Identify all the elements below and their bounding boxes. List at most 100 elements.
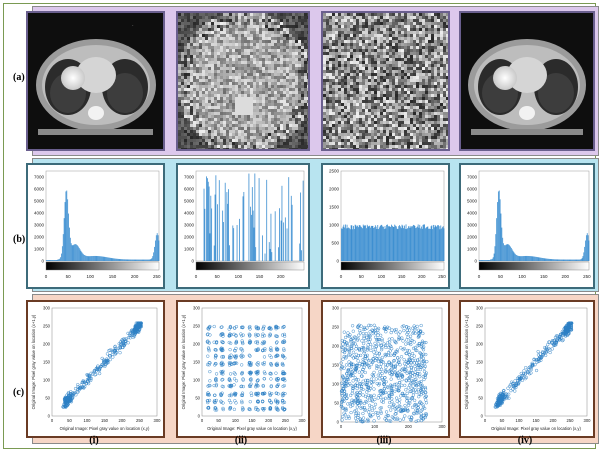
histogram-bar — [530, 256, 531, 261]
histogram-bar — [428, 229, 429, 261]
histogram-bar — [214, 246, 215, 261]
histogram-bar — [356, 227, 357, 261]
y-tick-label: 1000 — [467, 247, 478, 252]
histogram-panel-iii: 0 50 100 150 200 250 0 500 1000 1500 2000 2500 — [321, 163, 450, 289]
histogram-bar — [483, 260, 484, 261]
x-tick-label: 150 — [109, 274, 117, 279]
histogram-bar — [549, 259, 550, 261]
histogram-bar — [565, 260, 566, 261]
y-tick-label: 1500 — [329, 205, 340, 210]
histogram-bar — [251, 215, 252, 261]
histogram-bar — [259, 178, 260, 261]
histogram-bar — [292, 205, 293, 261]
x-tick-label: 200 — [131, 274, 139, 279]
histogram-bar — [522, 256, 523, 261]
histogram-bar — [442, 227, 443, 261]
histogram-bar — [556, 259, 557, 261]
histogram-bar — [52, 260, 53, 261]
histogram-bar — [398, 229, 399, 261]
histogram-bar — [60, 257, 61, 261]
histogram-bar — [513, 251, 514, 261]
histogram-bar — [545, 258, 546, 261]
histogram-bar — [539, 258, 540, 261]
histogram-bar — [49, 260, 50, 261]
histogram-bar — [279, 208, 280, 261]
histogram-bar — [569, 260, 570, 261]
histogram-bar — [546, 259, 547, 261]
histogram-bar — [585, 241, 586, 261]
x-tick-label: 200 — [119, 418, 127, 423]
row-label-c: (c) — [13, 387, 24, 398]
histogram-bar — [254, 173, 255, 261]
histogram-bar — [128, 259, 129, 261]
histogram-bar — [577, 260, 578, 261]
histogram-bar — [219, 180, 220, 261]
histogram-bar — [204, 189, 205, 261]
histogram-bar — [134, 260, 135, 261]
histogram-bar — [412, 226, 413, 261]
histogram-bar — [402, 226, 403, 261]
histogram-bar — [484, 260, 485, 261]
y-tick-label: 100 — [193, 378, 201, 383]
histogram-bar — [112, 258, 113, 261]
histogram-bar — [82, 253, 83, 261]
histogram-bar — [54, 260, 55, 261]
histogram-bar — [583, 252, 584, 261]
histogram-bar — [106, 257, 107, 261]
histogram-bar — [553, 259, 554, 261]
histogram-bar — [503, 243, 504, 261]
histogram-bar — [400, 226, 401, 261]
y-tick-label: 0 — [191, 259, 194, 264]
x-tick-label: 250 — [567, 418, 575, 423]
histogram-bar — [433, 225, 434, 261]
y-tick-label: 150 — [193, 360, 201, 365]
histogram-bar — [441, 228, 442, 261]
histogram-bar — [364, 225, 365, 261]
histogram-bar — [545, 258, 546, 261]
histogram-bar — [120, 259, 121, 261]
histogram-bar — [67, 199, 68, 261]
histogram-bar — [518, 256, 519, 261]
y-tick-label: 7000 — [467, 175, 478, 180]
histogram-bar — [58, 259, 59, 261]
histogram-bar — [62, 246, 63, 261]
histogram-bar — [414, 225, 415, 261]
histogram-bar — [415, 226, 416, 261]
histogram-bar — [497, 202, 498, 261]
histogram-panel-i: 0 50 100 150 200 250 0 1000 2000 3000 4000 5000 6000… — [26, 163, 165, 289]
histogram-bar — [491, 259, 492, 261]
histogram-bar — [523, 256, 524, 261]
y-tick-label: 250 — [43, 324, 51, 329]
x-tick-label: 100 — [232, 418, 240, 423]
x-tick-label: 200 — [277, 274, 285, 279]
histogram-bar — [222, 211, 223, 261]
histogram-bar — [417, 227, 418, 261]
histogram-bar — [145, 260, 146, 261]
x-axis-label: Original Image: Pixel gray value on loca… — [60, 426, 150, 431]
histogram-bar — [366, 228, 367, 261]
histogram-bar — [156, 235, 157, 261]
histogram-bar — [551, 259, 552, 261]
histogram-bar — [496, 218, 497, 261]
y-tick-label: 1000 — [34, 247, 45, 252]
x-tick-label: 300 — [439, 424, 447, 429]
histogram-bar — [103, 257, 104, 261]
histogram-bar — [207, 178, 208, 261]
histogram-bar — [377, 225, 378, 261]
histogram-bar — [288, 177, 289, 261]
histogram-bar — [378, 229, 379, 261]
x-tick-label: 150 — [256, 274, 264, 279]
histogram-bar — [153, 252, 154, 261]
histogram-bar — [56, 260, 57, 261]
x-tick-label: 200 — [550, 418, 558, 423]
y-tick-label: 0 — [336, 259, 339, 264]
y-tick-label: 6000 — [467, 187, 478, 192]
correlation-decrypted: 0 50 100 150 200 250 300050100150200250300Orig… — [461, 302, 593, 436]
histogram-bar — [137, 260, 138, 261]
histogram-bar — [527, 256, 528, 261]
histogram-bar — [89, 256, 90, 261]
histogram-bar — [434, 227, 435, 261]
histogram-bar — [74, 244, 75, 261]
histogram-bar — [278, 247, 279, 261]
histogram-bar — [66, 191, 67, 261]
